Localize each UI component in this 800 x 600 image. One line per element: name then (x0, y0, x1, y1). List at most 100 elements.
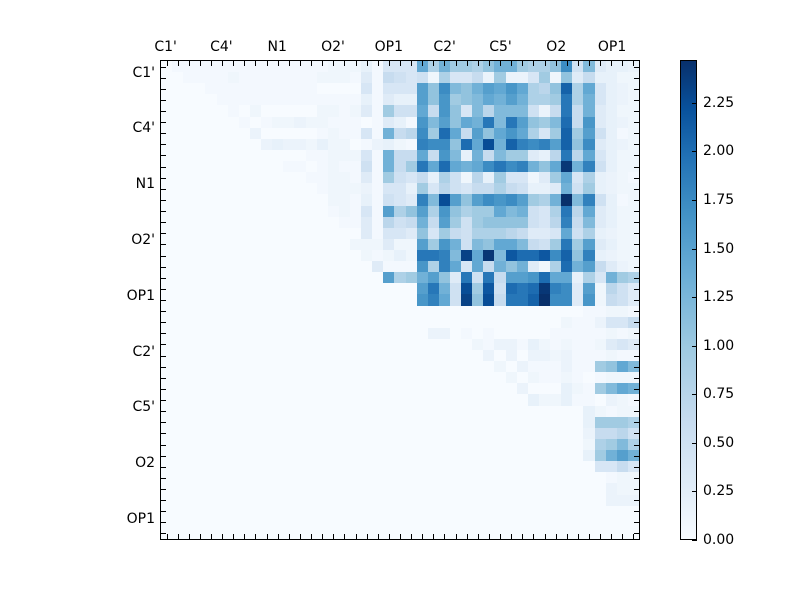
heatmap-cell (405, 127, 417, 139)
heatmap-cell (338, 438, 350, 451)
heatmap-cell (505, 205, 517, 217)
heatmap-cell (216, 205, 228, 217)
heatmap-cell (349, 172, 362, 184)
axis-tick (161, 411, 166, 412)
heatmap-cell (172, 272, 184, 284)
colorbar-tick-label: 2.00 (703, 143, 735, 160)
axis-tick (161, 467, 166, 468)
heatmap-cell (405, 205, 417, 217)
heatmap-cell (327, 472, 339, 484)
heatmap-cell (472, 527, 484, 539)
heatmap-cell (249, 294, 262, 306)
heatmap-cell (550, 83, 562, 95)
heatmap-cell (516, 138, 528, 150)
heatmap-cell (283, 116, 295, 128)
heatmap-cell (472, 516, 484, 528)
heatmap-cell (516, 316, 528, 328)
heatmap-cell (272, 261, 284, 273)
axis-tick (634, 311, 639, 312)
heatmap-cell (161, 427, 173, 439)
heatmap-cell (472, 105, 484, 117)
heatmap-cell (316, 283, 328, 295)
heatmap-cell (527, 394, 539, 406)
heatmap-cell (172, 149, 184, 162)
heatmap-cell (494, 183, 506, 195)
heatmap-cell (338, 94, 350, 106)
heatmap-cell (394, 138, 406, 150)
heatmap-cell (605, 216, 617, 228)
heatmap-cell (294, 105, 306, 117)
heatmap-cell (605, 249, 617, 262)
heatmap-cell (572, 149, 584, 162)
heatmap-cell (550, 305, 562, 317)
heatmap-cell (272, 327, 284, 339)
heatmap-cell (427, 105, 439, 117)
heatmap-cell (494, 483, 506, 495)
colorbar-tick (692, 103, 697, 104)
heatmap-cell (616, 138, 628, 150)
heatmap-cell (583, 249, 595, 262)
heatmap-cell (205, 472, 217, 484)
heatmap-cell (516, 372, 528, 384)
heatmap-cell (361, 461, 373, 473)
axis-tick (634, 155, 639, 156)
heatmap-cell (261, 516, 273, 528)
heatmap-cell (161, 316, 173, 328)
heatmap-cell (349, 427, 362, 439)
heatmap-cell (594, 372, 606, 384)
axis-tick (545, 61, 546, 66)
heatmap-cell (494, 394, 506, 406)
heatmap-cell (194, 394, 206, 406)
heatmap-cell (561, 227, 573, 239)
heatmap-cell (616, 483, 628, 495)
heatmap-cell (161, 183, 173, 195)
heatmap-cell (172, 394, 184, 406)
heatmap-cell (594, 272, 606, 284)
heatmap-cell (172, 472, 184, 484)
heatmap-cell (538, 327, 551, 339)
heatmap-cell (405, 249, 417, 262)
heatmap-cell (572, 216, 584, 228)
heatmap-cell (205, 161, 217, 173)
colorbar-tick (692, 491, 697, 492)
heatmap-cell (527, 316, 539, 328)
heatmap-cell (194, 516, 206, 528)
heatmap-cell (327, 238, 339, 250)
heatmap-cell (194, 194, 206, 206)
axis-tick (333, 61, 334, 66)
heatmap-cell (316, 161, 328, 173)
heatmap-cell (450, 238, 462, 250)
heatmap-cell (527, 427, 539, 439)
heatmap-cell (494, 527, 506, 539)
heatmap-cell (283, 172, 295, 184)
heatmap-cell (538, 249, 551, 262)
heatmap-cell (505, 305, 517, 317)
heatmap-cell (283, 405, 295, 417)
heatmap-cell (483, 361, 495, 373)
heatmap-cell (483, 238, 495, 250)
heatmap-cell (372, 127, 384, 139)
heatmap-cell (405, 149, 417, 162)
heatmap-cell (605, 494, 617, 506)
heatmap-cell (327, 205, 339, 217)
heatmap-cell (394, 83, 406, 95)
heatmap-cell (483, 383, 495, 395)
heatmap-cell (438, 494, 451, 506)
heatmap-cell (405, 161, 417, 173)
heatmap-cell (583, 394, 595, 406)
heatmap-cell (405, 272, 417, 284)
heatmap-cell (605, 505, 617, 517)
heatmap-cell (605, 405, 617, 417)
axis-tick (411, 61, 412, 66)
heatmap-cell (438, 72, 451, 84)
heatmap-cell (550, 149, 562, 162)
heatmap-cell (583, 127, 595, 139)
heatmap-cell (294, 516, 306, 528)
heatmap-cell (261, 383, 273, 395)
heatmap-cell (416, 338, 428, 351)
heatmap-cell (327, 249, 339, 262)
heatmap-cell (183, 194, 195, 206)
heatmap-cell (361, 83, 373, 95)
heatmap-cell (205, 516, 217, 528)
heatmap-cell (527, 505, 539, 517)
